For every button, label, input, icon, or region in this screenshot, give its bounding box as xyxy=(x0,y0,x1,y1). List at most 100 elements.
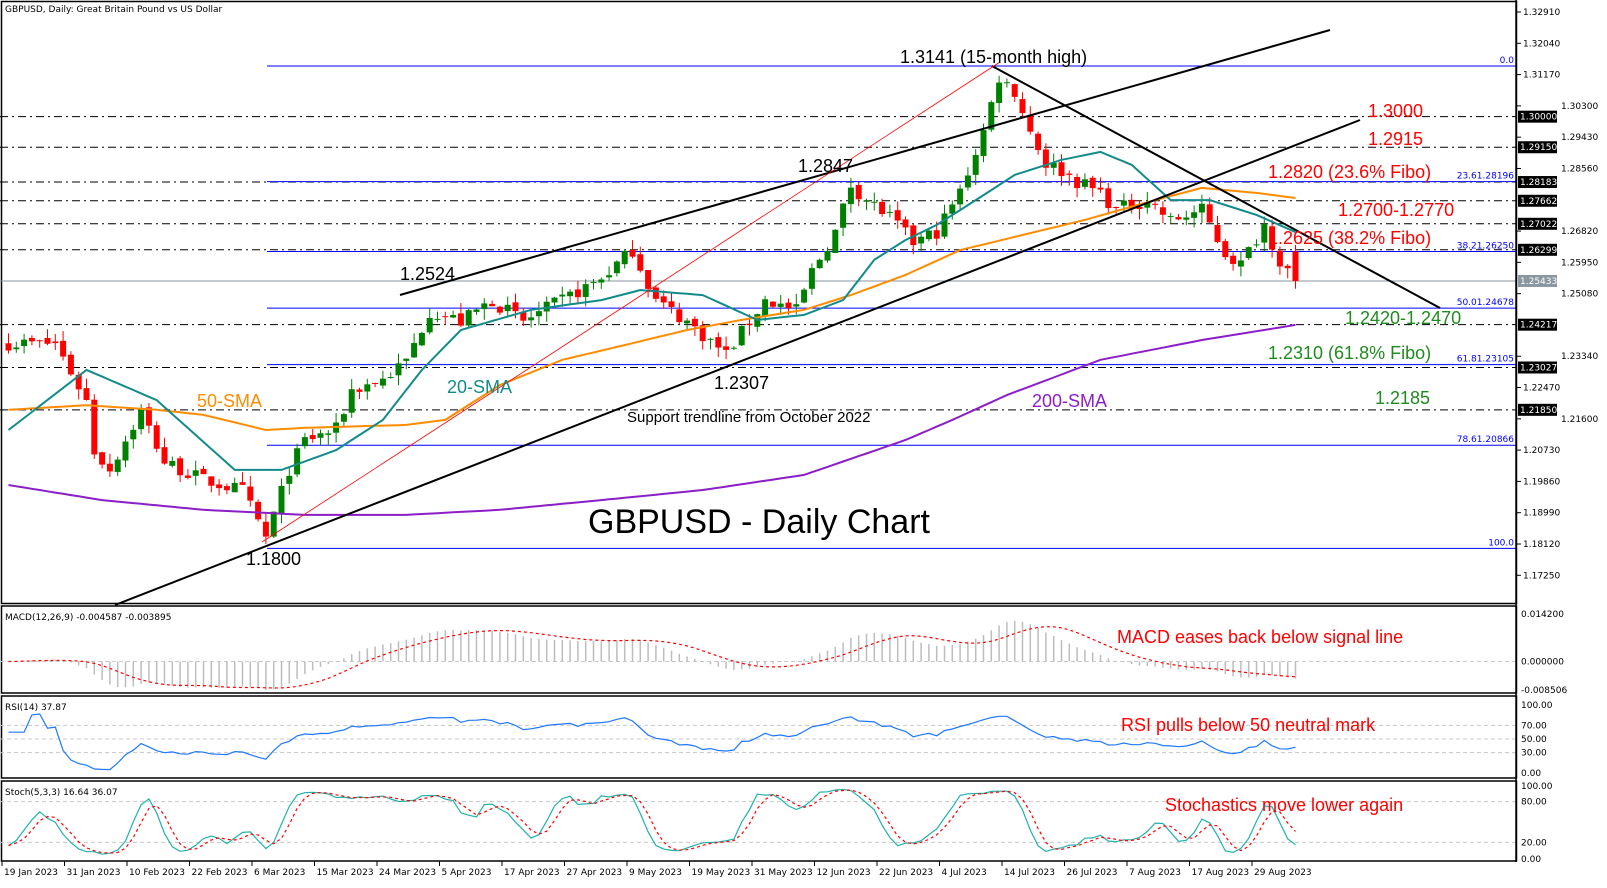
bullish-candle xyxy=(114,459,121,472)
price-tick-label: 1.20730 xyxy=(1523,446,1560,456)
label-support-1-2185: 1.2185 xyxy=(1375,388,1430,408)
bullish-candle xyxy=(871,201,878,203)
bullish-candle xyxy=(980,130,987,156)
stoch-tick-label: 100.00 xyxy=(1521,782,1553,792)
support-trendline xyxy=(114,119,1361,606)
bullish-candle xyxy=(777,303,784,307)
macd-pane-frame xyxy=(0,605,1518,694)
fib-label: 78.61.20866 xyxy=(1457,435,1515,445)
level-tag xyxy=(1518,110,1557,123)
bearish-candle xyxy=(106,463,113,472)
bullish-candle xyxy=(1245,247,1252,259)
bullish-candle xyxy=(590,281,597,283)
bullish-candle xyxy=(1081,179,1088,187)
label-20-sma: 20-SMA xyxy=(447,377,512,397)
bearish-candle xyxy=(67,354,74,375)
bearish-candle xyxy=(520,312,527,321)
date-label: 26 Jul 2023 xyxy=(1067,868,1118,878)
bullish-candle xyxy=(1144,202,1151,208)
bearish-candle xyxy=(1105,188,1112,208)
bullish-candle xyxy=(613,261,620,274)
bullish-candle xyxy=(949,204,956,214)
price-tick-label: 1.18120 xyxy=(1523,540,1560,550)
bearish-candle xyxy=(1027,115,1034,132)
bullish-candle xyxy=(941,213,948,237)
bearish-candle xyxy=(855,184,862,200)
bullish-candle xyxy=(816,259,823,269)
bullish-candle xyxy=(707,338,714,340)
bearish-candle xyxy=(879,201,886,215)
bullish-candle xyxy=(793,304,800,307)
date-label: 22 Feb 2023 xyxy=(192,868,248,878)
rsi-tick-label: 70.00 xyxy=(1521,721,1547,731)
fib-label: 0.0 xyxy=(1500,56,1515,66)
bearish-candle xyxy=(715,337,722,348)
bullish-candle xyxy=(684,320,691,324)
bullish-candle xyxy=(395,363,402,376)
level-tag-label: 1.24217 xyxy=(1520,321,1557,331)
stoch-tick-label: 20.00 xyxy=(1521,838,1547,848)
bullish-candle xyxy=(996,82,1003,104)
bullish-candle xyxy=(434,318,441,320)
bearish-candle xyxy=(660,296,667,303)
price-tick-label: 1.29430 xyxy=(1561,133,1598,143)
bearish-candle xyxy=(933,230,940,239)
bullish-candle xyxy=(606,275,613,278)
level-tag xyxy=(1518,194,1557,207)
fib-base-line xyxy=(261,61,1001,543)
stoch-tick-label: 80.00 xyxy=(1521,798,1547,808)
bullish-candle xyxy=(21,339,28,347)
macd-label: MACD(12,26,9) -0.004587 -0.003895 xyxy=(5,613,171,623)
rsi-label: RSI(14) 37.87 xyxy=(5,703,67,713)
bearish-candle xyxy=(1128,199,1135,209)
bearish-candle xyxy=(496,306,503,313)
level-tag-label: 1.23027 xyxy=(1520,363,1557,373)
bullish-candle xyxy=(294,448,301,475)
price-tick-label: 1.21600 xyxy=(1561,415,1598,425)
bullish-candle xyxy=(621,250,628,265)
level-tag-label: 1.29150 xyxy=(1520,143,1557,153)
stoch-pane-frame xyxy=(0,780,1518,862)
bearish-candle xyxy=(676,309,683,323)
bullish-candle xyxy=(169,460,176,466)
bullish-candle xyxy=(364,384,371,392)
upper-channel-line xyxy=(399,29,1331,296)
date-label: 17 Aug 2023 xyxy=(1192,868,1250,878)
level-tag xyxy=(1518,318,1557,331)
label-200-sma: 200-SMA xyxy=(1032,391,1107,411)
macd-note: MACD eases back below signal line xyxy=(1117,627,1403,647)
chart-title: GBPUSD - Daily Chart xyxy=(588,503,931,541)
bullish-candle xyxy=(543,301,550,312)
macd-tick-label: 0.000000 xyxy=(1521,658,1564,668)
macd-tick-label: 0.014200 xyxy=(1521,610,1564,620)
bearish-candle xyxy=(184,475,191,478)
stoch-d-line xyxy=(8,789,1296,854)
current-price-label: 1.25433 xyxy=(1520,277,1557,287)
bullish-candle xyxy=(450,315,457,318)
bullish-candle xyxy=(551,297,558,303)
bearish-candle xyxy=(1042,149,1049,168)
bearish-candle xyxy=(1035,133,1042,151)
price-tick-label: 1.17250 xyxy=(1523,571,1560,581)
bullish-candle xyxy=(278,485,285,514)
bearish-candle xyxy=(1074,177,1081,189)
stoch-label: Stoch(5,3,3) 16.64 36.07 xyxy=(5,788,118,798)
level-tag xyxy=(1518,403,1557,416)
price-tick-label: 1.25950 xyxy=(1561,258,1598,268)
bullish-candle xyxy=(1198,203,1205,213)
bearish-candle xyxy=(1066,173,1073,175)
level-tag xyxy=(1518,141,1557,154)
bearish-candle xyxy=(145,407,152,426)
fib-label: 61.81.23105 xyxy=(1457,355,1514,365)
bullish-candle xyxy=(192,470,199,476)
date-label: 31 Jan 2023 xyxy=(67,868,121,878)
bullish-candle xyxy=(598,279,605,283)
price-tick-label: 1.19860 xyxy=(1523,477,1560,487)
bullish-candle xyxy=(567,291,574,297)
bearish-candle xyxy=(668,301,675,307)
label-support-1-2310: 1.2310 (61.8% Fibo) xyxy=(1268,343,1431,363)
bearish-candle xyxy=(1276,250,1283,267)
date-label: 5 Apr 2023 xyxy=(442,868,492,878)
bearish-candle xyxy=(489,303,496,307)
bullish-candle xyxy=(762,299,769,317)
